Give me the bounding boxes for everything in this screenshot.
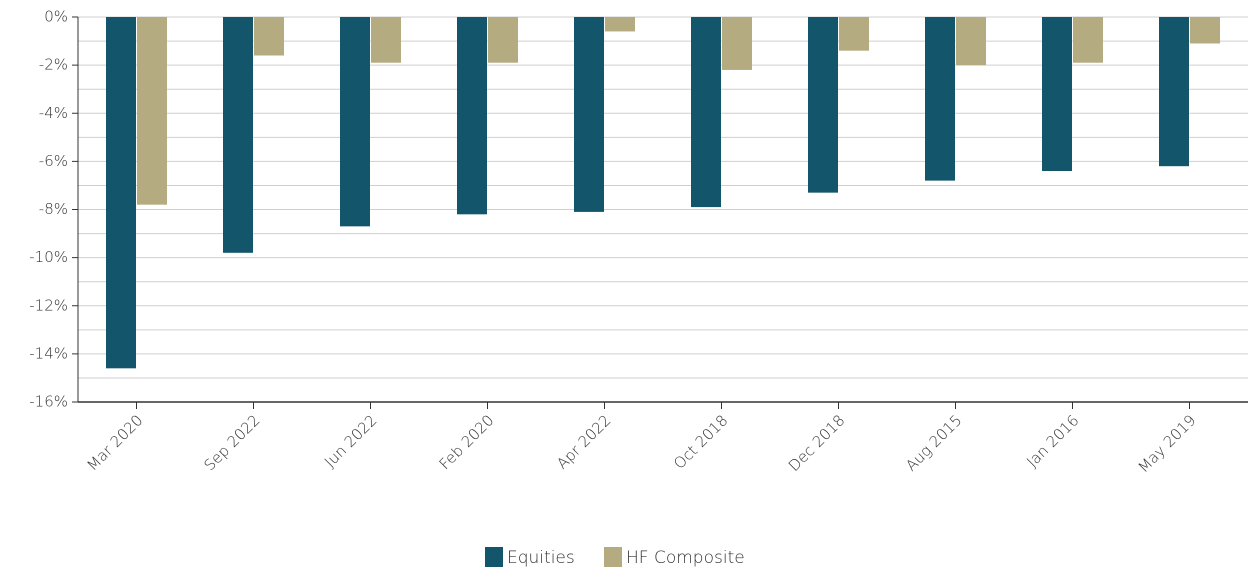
bar xyxy=(956,17,986,66)
x-tick-label: Apr 2022 xyxy=(553,411,614,472)
y-tick-label: -8% xyxy=(39,200,68,218)
x-tick-label: Feb 2020 xyxy=(436,411,498,473)
x-tick-label: Aug 2015 xyxy=(902,411,965,474)
legend-label: HF Composite xyxy=(626,548,745,568)
bar xyxy=(223,17,253,253)
x-tick-label: May 2019 xyxy=(1134,411,1199,476)
y-tick-label: -14% xyxy=(29,344,68,362)
bar xyxy=(925,17,955,181)
bar xyxy=(1159,17,1189,167)
x-tick-label: Jun 2022 xyxy=(321,411,381,471)
bar xyxy=(1190,17,1220,44)
x-tick-label: Dec 2018 xyxy=(785,411,849,475)
bar xyxy=(691,17,721,208)
y-tick-label: -16% xyxy=(29,393,68,411)
legend-label: Equities xyxy=(507,548,575,568)
bar xyxy=(1073,17,1103,63)
bar xyxy=(722,17,752,70)
y-tick-label: -10% xyxy=(29,248,68,266)
legend-swatch xyxy=(485,547,503,567)
x-tick-label: Sep 2022 xyxy=(200,411,263,474)
legend-swatch xyxy=(604,547,622,567)
bar xyxy=(605,17,635,32)
bar xyxy=(137,17,167,205)
y-tick-label: 0% xyxy=(44,8,68,26)
y-tick-label: -4% xyxy=(39,104,68,122)
y-tick-label: -12% xyxy=(29,296,68,314)
bar xyxy=(254,17,284,56)
y-tick-label: -6% xyxy=(39,152,68,170)
bar xyxy=(457,17,487,215)
x-tick-label: Oct 2018 xyxy=(670,411,731,472)
x-tick-label: Jan 2016 xyxy=(1023,411,1082,470)
bar xyxy=(1042,17,1072,171)
x-tick-label: Mar 2020 xyxy=(83,411,146,474)
y-tick-label: -2% xyxy=(39,56,68,74)
bar xyxy=(106,17,136,369)
bar xyxy=(574,17,604,212)
bar xyxy=(808,17,838,193)
bar xyxy=(839,17,869,51)
bar xyxy=(488,17,518,63)
bar xyxy=(340,17,370,227)
bar xyxy=(371,17,401,63)
